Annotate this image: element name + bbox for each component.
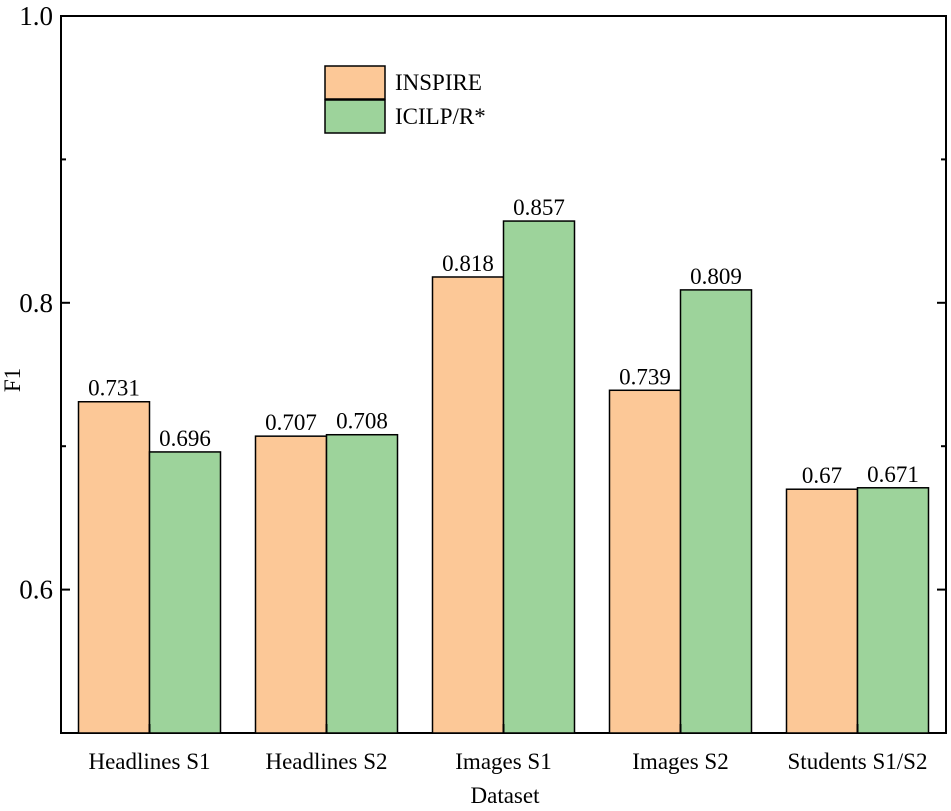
y-tick-label: 0.6 bbox=[19, 575, 53, 605]
x-tick-label: Images S1 bbox=[455, 749, 551, 774]
legend-swatch-inspire bbox=[324, 65, 386, 100]
bar-inspire bbox=[608, 389, 682, 734]
bar-value-label: 0.739 bbox=[619, 364, 671, 389]
legend-label-inspire: INSPIRE bbox=[395, 70, 482, 95]
x-tick-label: Headlines S1 bbox=[88, 749, 210, 774]
bar-icilp-r- bbox=[502, 220, 576, 734]
bar-inspire bbox=[431, 276, 505, 734]
x-axis-title: Dataset bbox=[471, 783, 541, 808]
y-tick-label: 0.8 bbox=[19, 288, 53, 318]
legend-label-icilp: ICILP/R* bbox=[395, 104, 486, 129]
bar-inspire bbox=[254, 435, 328, 734]
bar-icilp-r- bbox=[856, 487, 930, 734]
bar-inspire bbox=[785, 488, 859, 734]
bar-value-label: 0.818 bbox=[442, 251, 494, 276]
x-tick-label: Students S1/S2 bbox=[788, 749, 928, 774]
bar-value-label: 0.857 bbox=[513, 195, 565, 220]
y-axis-title: F1 bbox=[0, 368, 25, 392]
bar-icilp-r- bbox=[679, 289, 753, 734]
legend: INSPIRE ICILP/R* bbox=[324, 65, 486, 134]
bar-value-label: 0.671 bbox=[867, 462, 919, 487]
bar-value-label: 0.696 bbox=[159, 426, 211, 451]
bar-value-label: 0.67 bbox=[802, 463, 842, 488]
bar-icilp-r- bbox=[325, 433, 399, 734]
bar-value-label: 0.708 bbox=[336, 409, 388, 434]
bar-value-label: 0.731 bbox=[88, 376, 140, 401]
legend-swatch-icilp bbox=[324, 99, 386, 134]
bar-inspire bbox=[77, 400, 151, 734]
bar-icilp-r- bbox=[148, 451, 222, 734]
x-tick-label: Headlines S2 bbox=[265, 749, 387, 774]
y-tick-label: 1.0 bbox=[19, 1, 53, 31]
bar-value-label: 0.707 bbox=[265, 410, 317, 435]
x-tick-label: Images S2 bbox=[632, 749, 728, 774]
bar-value-label: 0.809 bbox=[690, 264, 742, 289]
